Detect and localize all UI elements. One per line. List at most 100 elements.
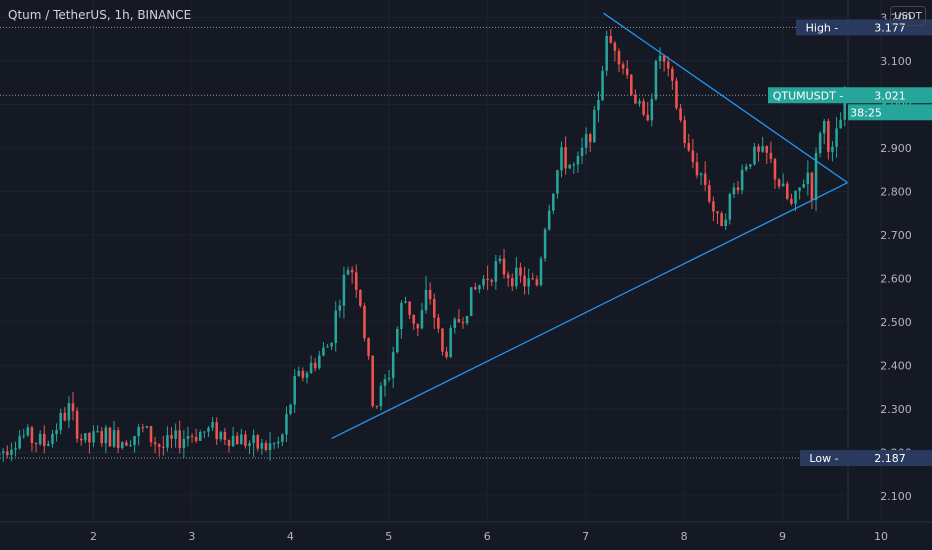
low-tag-value-box <box>848 450 932 467</box>
low-tag: Low - 2.187 <box>800 450 932 467</box>
candle-body <box>55 430 58 434</box>
candle-body <box>190 436 194 438</box>
candle-body <box>453 319 457 329</box>
candle-body <box>18 436 21 449</box>
candle-body <box>564 147 567 169</box>
resistance-trendline[interactable] <box>603 12 848 184</box>
candle-body <box>601 70 604 101</box>
candle-body <box>572 164 576 166</box>
candle-body <box>359 289 362 306</box>
y-tick-label: 2.500 <box>880 316 912 329</box>
candle-body <box>650 99 654 121</box>
candle-body <box>354 272 358 290</box>
last-price-tag: QTUMUSDT - 3.021 <box>768 87 932 104</box>
candle-body <box>506 274 510 279</box>
candle-body <box>338 305 342 311</box>
candle-body <box>293 376 296 405</box>
candle-body <box>182 439 186 449</box>
y-tick-label: 2.900 <box>880 142 912 155</box>
candle-body <box>818 133 822 154</box>
candle-body <box>174 430 177 439</box>
candle-body <box>166 435 169 448</box>
candle-body <box>6 451 9 456</box>
candle-body <box>240 434 243 445</box>
candle-body <box>100 431 104 444</box>
last-price-tag-label: QTUMUSDT - <box>773 89 844 102</box>
candle-body <box>215 422 218 440</box>
candle-body <box>420 310 424 329</box>
candle-body <box>96 431 99 433</box>
candle-body <box>256 435 260 449</box>
candle-body <box>268 443 272 451</box>
candle-body <box>133 436 136 446</box>
candle-body <box>84 433 87 441</box>
candle-body <box>642 101 645 115</box>
candle-body <box>428 289 432 299</box>
candle-body <box>543 229 547 259</box>
x-tick-label: 9 <box>779 530 786 543</box>
high-tag-value-box <box>848 19 932 36</box>
candle-body <box>474 287 477 290</box>
candle-body <box>334 310 337 344</box>
y-tick-label: 3.100 <box>880 55 912 68</box>
candle-body <box>104 427 108 444</box>
candle-body <box>75 410 79 439</box>
candle-body <box>252 435 255 444</box>
candle-body <box>379 385 383 407</box>
candle-body <box>786 183 789 199</box>
y-tick-label: 2.800 <box>880 185 912 198</box>
candle-body <box>539 258 543 286</box>
candle-body <box>186 436 190 440</box>
candle-body <box>720 213 723 227</box>
candle-body <box>523 275 526 287</box>
candle-body <box>346 269 350 275</box>
candle-body <box>568 164 571 169</box>
x-tick-label: 5 <box>385 530 392 543</box>
candle-body <box>457 319 461 323</box>
candle-body <box>248 443 251 447</box>
candle-body <box>695 162 699 176</box>
candle-body <box>469 287 473 316</box>
candle-body <box>10 449 13 456</box>
candle-body <box>441 328 444 352</box>
candle-body <box>621 64 625 69</box>
candle-body <box>486 278 489 281</box>
candle-body <box>194 436 198 441</box>
symbol-title: Qtum / TetherUS, 1h, BINANCE <box>8 8 192 22</box>
candle-body <box>223 431 227 440</box>
x-tick-label: 3 <box>188 530 195 543</box>
candle-body <box>761 146 764 152</box>
candle-body <box>675 80 678 109</box>
x-tick-label: 7 <box>582 530 589 543</box>
candle-body <box>609 35 613 43</box>
candle-body <box>625 68 629 75</box>
candle-body <box>749 164 752 167</box>
candle-body <box>375 405 379 407</box>
candle-body <box>502 258 506 275</box>
candle-body <box>822 120 826 134</box>
high-tag-label-box <box>796 19 848 36</box>
candle-body <box>235 435 239 445</box>
candle-body <box>617 50 621 65</box>
currency-button[interactable]: USDT <box>890 6 926 26</box>
candle-body <box>646 114 649 121</box>
candle-body <box>162 446 165 448</box>
candle-body <box>326 346 329 348</box>
candle-body <box>806 172 810 185</box>
trendlines[interactable] <box>331 12 848 440</box>
time-axis[interactable]: 2 3 4 5 6 7 8 9 10 <box>90 530 888 543</box>
candle-body <box>149 426 153 443</box>
support-trendline[interactable] <box>331 182 848 440</box>
candle-body <box>613 42 617 51</box>
candle-body <box>14 448 17 450</box>
candle-body <box>367 338 370 356</box>
candle-body <box>593 110 596 143</box>
candle-body <box>494 261 498 282</box>
candle-body <box>145 426 149 428</box>
candle-body <box>765 146 769 153</box>
low-tag-value: 2.187 <box>874 452 906 465</box>
candle-body <box>318 355 321 369</box>
candle-body <box>724 219 727 227</box>
candle-body <box>490 280 493 282</box>
